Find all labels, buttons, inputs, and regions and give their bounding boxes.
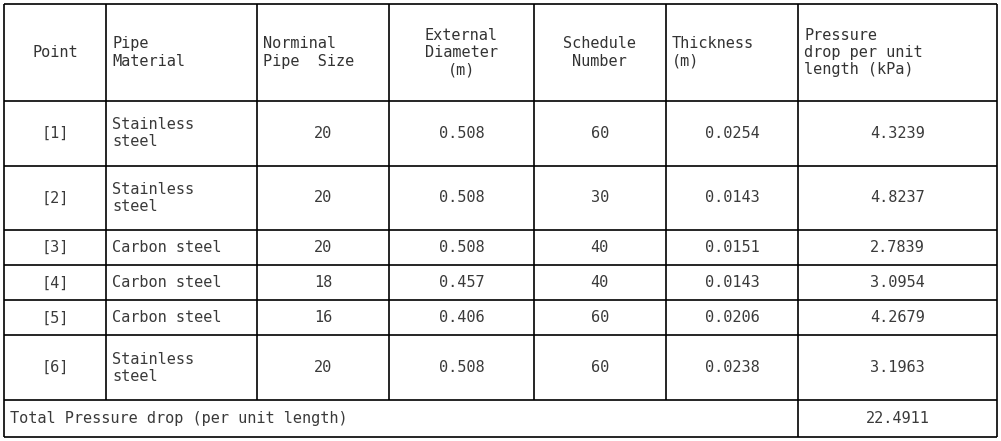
Text: 60: 60 (591, 310, 609, 325)
Text: External
Diameter
(m): External Diameter (m) (424, 28, 497, 77)
Text: 40: 40 (591, 275, 609, 290)
Text: Stainless
steel: Stainless steel (112, 182, 194, 214)
Text: Carbon steel: Carbon steel (112, 275, 222, 290)
Text: 0.508: 0.508 (438, 191, 484, 206)
Text: Stainless
steel: Stainless steel (112, 351, 194, 384)
Text: 0.0254: 0.0254 (705, 126, 760, 141)
Text: [3]: [3] (41, 240, 69, 255)
Text: Thickness
(m): Thickness (m) (672, 36, 754, 69)
Text: Schedule
Number: Schedule Number (564, 36, 637, 69)
Text: [1]: [1] (41, 126, 69, 141)
Text: 2.7839: 2.7839 (870, 240, 925, 255)
Text: [6]: [6] (41, 360, 69, 375)
Text: Total Pressure drop (per unit length): Total Pressure drop (per unit length) (10, 411, 347, 426)
Text: Stainless
steel: Stainless steel (112, 117, 194, 149)
Text: 20: 20 (314, 240, 332, 255)
Text: 0.508: 0.508 (438, 240, 484, 255)
Text: Pressure
drop per unit
length (kPa): Pressure drop per unit length (kPa) (805, 28, 923, 77)
Text: 0.0143: 0.0143 (705, 191, 760, 206)
Text: [4]: [4] (41, 275, 69, 290)
Text: 18: 18 (314, 275, 332, 290)
Text: Point: Point (32, 45, 78, 60)
Text: Carbon steel: Carbon steel (112, 240, 222, 255)
Text: 3.0954: 3.0954 (870, 275, 925, 290)
Text: 40: 40 (591, 240, 609, 255)
Text: 22.4911: 22.4911 (866, 411, 930, 426)
Text: Pipe
Material: Pipe Material (112, 36, 185, 69)
Text: 30: 30 (591, 191, 609, 206)
Text: 0.0238: 0.0238 (705, 360, 760, 375)
Text: 0.0206: 0.0206 (705, 310, 760, 325)
Text: 0.406: 0.406 (438, 310, 484, 325)
Text: 0.457: 0.457 (438, 275, 484, 290)
Text: 0.508: 0.508 (438, 126, 484, 141)
Text: 20: 20 (314, 360, 332, 375)
Text: 4.2679: 4.2679 (870, 310, 925, 325)
Text: 20: 20 (314, 191, 332, 206)
Text: 0.0143: 0.0143 (705, 275, 760, 290)
Text: 60: 60 (591, 126, 609, 141)
Text: [2]: [2] (41, 191, 69, 206)
Text: 0.508: 0.508 (438, 360, 484, 375)
Text: 4.3239: 4.3239 (870, 126, 925, 141)
Text: 3.1963: 3.1963 (870, 360, 925, 375)
Text: 0.0151: 0.0151 (705, 240, 760, 255)
Text: 4.8237: 4.8237 (870, 191, 925, 206)
Text: 16: 16 (314, 310, 332, 325)
Text: Carbon steel: Carbon steel (112, 310, 222, 325)
Text: [5]: [5] (41, 310, 69, 325)
Text: 60: 60 (591, 360, 609, 375)
Text: Norminal
Pipe  Size: Norminal Pipe Size (263, 36, 354, 69)
Text: 20: 20 (314, 126, 332, 141)
